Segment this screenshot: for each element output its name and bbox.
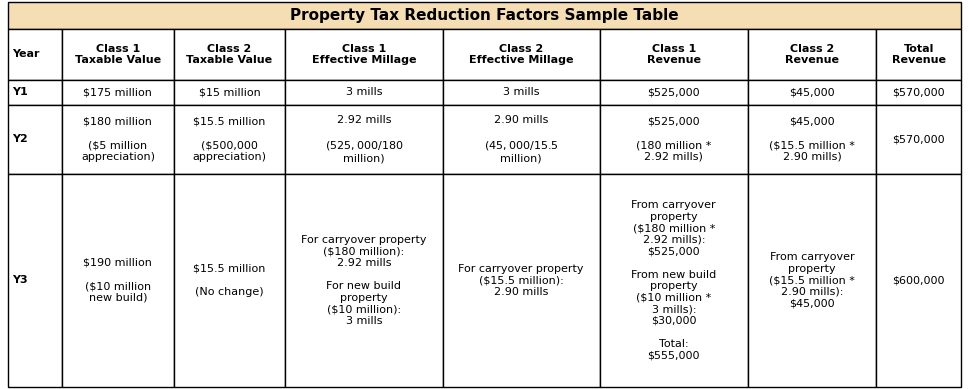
Text: For carryover property
($15.5 million):
2.90 mills: For carryover property ($15.5 million): … xyxy=(458,264,584,297)
Text: $525,000: $525,000 xyxy=(647,88,700,98)
Text: $180 million

($5 million
appreciation): $180 million ($5 million appreciation) xyxy=(80,117,155,162)
Text: $190 million

($10 million
new build): $190 million ($10 million new build) xyxy=(83,258,152,303)
Text: Class 1
Effective Millage: Class 1 Effective Millage xyxy=(312,44,416,65)
FancyBboxPatch shape xyxy=(8,173,62,387)
Text: $570,000: $570,000 xyxy=(892,88,945,98)
Text: $45,000

($15.5 million *
2.90 mills): $45,000 ($15.5 million * 2.90 mills) xyxy=(769,117,855,162)
Text: 3 mills: 3 mills xyxy=(503,88,540,98)
Text: 3 mills: 3 mills xyxy=(346,88,382,98)
Text: Class 1
Taxable Value: Class 1 Taxable Value xyxy=(75,44,161,65)
Text: $600,000: $600,000 xyxy=(892,275,945,285)
Text: From carryover
property
($15.5 million *
2.90 mills):
$45,000: From carryover property ($15.5 million *… xyxy=(769,252,855,308)
FancyBboxPatch shape xyxy=(62,173,173,387)
FancyBboxPatch shape xyxy=(600,29,748,80)
Text: Y1: Y1 xyxy=(12,88,27,98)
FancyBboxPatch shape xyxy=(173,29,285,80)
Text: Y3: Y3 xyxy=(12,275,27,285)
FancyBboxPatch shape xyxy=(600,80,748,105)
FancyBboxPatch shape xyxy=(443,173,600,387)
FancyBboxPatch shape xyxy=(876,105,961,173)
FancyBboxPatch shape xyxy=(173,105,285,173)
Text: For carryover property
($180 million):
2.92 mills

For new build
property
($10 m: For carryover property ($180 million): 2… xyxy=(301,235,426,326)
Text: $45,000: $45,000 xyxy=(789,88,835,98)
FancyBboxPatch shape xyxy=(173,80,285,105)
FancyBboxPatch shape xyxy=(62,105,173,173)
Text: Class 2
Effective Millage: Class 2 Effective Millage xyxy=(469,44,574,65)
FancyBboxPatch shape xyxy=(600,173,748,387)
Text: Class 1
Revenue: Class 1 Revenue xyxy=(646,44,701,65)
FancyBboxPatch shape xyxy=(748,173,876,387)
Text: Property Tax Reduction Factors Sample Table: Property Tax Reduction Factors Sample Ta… xyxy=(290,8,679,23)
FancyBboxPatch shape xyxy=(600,105,748,173)
FancyBboxPatch shape xyxy=(8,29,62,80)
Text: $15 million: $15 million xyxy=(199,88,261,98)
Text: Class 2
Taxable Value: Class 2 Taxable Value xyxy=(186,44,272,65)
FancyBboxPatch shape xyxy=(748,80,876,105)
FancyBboxPatch shape xyxy=(8,80,62,105)
FancyBboxPatch shape xyxy=(443,80,600,105)
FancyBboxPatch shape xyxy=(62,80,173,105)
Text: $15.5 million

(No change): $15.5 million (No change) xyxy=(193,264,266,297)
Text: From carryover
property
($180 million *
2.92 mills):
$525,000

From new build
pr: From carryover property ($180 million * … xyxy=(631,200,716,361)
Text: Total
Revenue: Total Revenue xyxy=(891,44,946,65)
Text: 2.92 mills

($525,000 / $180
million): 2.92 mills ($525,000 / $180 million) xyxy=(325,115,403,163)
FancyBboxPatch shape xyxy=(285,80,443,105)
Text: $175 million: $175 million xyxy=(83,88,152,98)
FancyBboxPatch shape xyxy=(876,29,961,80)
Text: $15.5 million

($500,000
appreciation): $15.5 million ($500,000 appreciation) xyxy=(193,117,266,162)
FancyBboxPatch shape xyxy=(285,173,443,387)
FancyBboxPatch shape xyxy=(443,105,600,173)
FancyBboxPatch shape xyxy=(285,105,443,173)
FancyBboxPatch shape xyxy=(62,29,173,80)
Text: Y2: Y2 xyxy=(12,134,27,144)
FancyBboxPatch shape xyxy=(173,173,285,387)
Text: Class 2
Revenue: Class 2 Revenue xyxy=(785,44,839,65)
FancyBboxPatch shape xyxy=(285,29,443,80)
FancyBboxPatch shape xyxy=(748,29,876,80)
FancyBboxPatch shape xyxy=(876,173,961,387)
Text: $525,000

(180 million *
2.92 mills): $525,000 (180 million * 2.92 mills) xyxy=(636,117,711,162)
Text: $570,000: $570,000 xyxy=(892,134,945,144)
FancyBboxPatch shape xyxy=(8,2,961,29)
Text: Year: Year xyxy=(12,49,39,60)
FancyBboxPatch shape xyxy=(876,80,961,105)
FancyBboxPatch shape xyxy=(8,105,62,173)
FancyBboxPatch shape xyxy=(748,105,876,173)
FancyBboxPatch shape xyxy=(443,29,600,80)
Text: 2.90 mills

($45,000 / $15.5
million): 2.90 mills ($45,000 / $15.5 million) xyxy=(484,115,559,163)
